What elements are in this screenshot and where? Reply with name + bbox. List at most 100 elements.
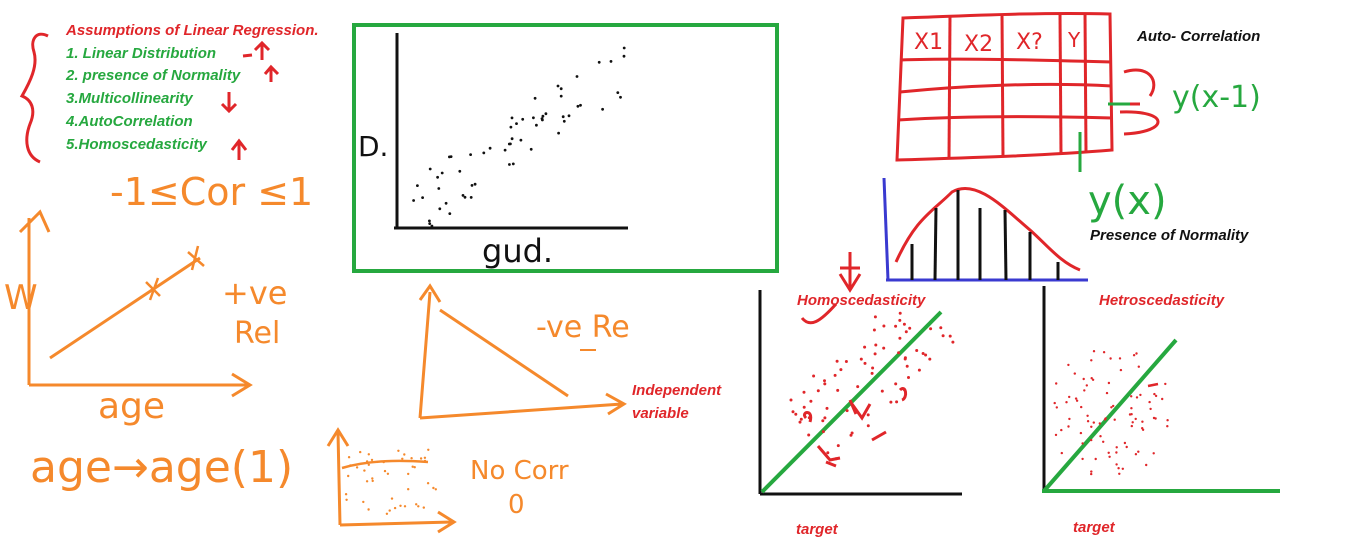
scatter-point xyxy=(622,54,626,58)
homo-point xyxy=(880,389,884,393)
scatter-point xyxy=(533,96,537,100)
nocorr-point xyxy=(376,460,379,464)
autocorr-lag-bracket xyxy=(1112,68,1160,136)
homo-point xyxy=(905,364,909,368)
scatter-point xyxy=(428,167,432,171)
homo-point xyxy=(951,340,955,344)
homo-point xyxy=(882,324,886,328)
homo-point xyxy=(866,413,870,417)
hetro-point xyxy=(1166,419,1169,422)
scatter-point xyxy=(448,155,451,159)
homo-point xyxy=(904,330,908,334)
nocorr-point xyxy=(383,469,387,473)
nocorr-point xyxy=(403,453,406,456)
homo-point xyxy=(835,359,839,363)
homo-point xyxy=(812,374,816,378)
homo-point xyxy=(874,343,878,347)
autocorr-header-x3: X? xyxy=(1016,30,1043,55)
scatter-point xyxy=(416,184,419,188)
hetro-point xyxy=(1164,382,1167,386)
scatter-point xyxy=(509,125,513,129)
homo-point xyxy=(895,400,899,404)
scatter-point xyxy=(440,171,444,175)
hetro-point xyxy=(1082,377,1085,381)
homo-point xyxy=(866,424,870,428)
scatter-point xyxy=(421,196,424,200)
scatter-point xyxy=(616,91,620,94)
homo-point xyxy=(873,352,877,356)
nocorr-point xyxy=(362,500,365,504)
hetro-point xyxy=(1119,368,1123,372)
assumptions-title: Assumptions of Linear Regression. xyxy=(66,22,319,39)
scatter-point xyxy=(503,148,507,152)
nocorr-point xyxy=(411,465,414,468)
autocorr-header-y: Y xyxy=(1068,28,1081,52)
homo-point xyxy=(907,376,910,379)
hetro-point xyxy=(1113,418,1116,421)
hetro-point xyxy=(1060,428,1063,432)
autocorr-current-label: y(x) xyxy=(1088,178,1167,224)
hetro-point xyxy=(1067,363,1070,367)
homo-point xyxy=(898,311,902,315)
hetro-point xyxy=(1121,467,1125,470)
scatter-point xyxy=(469,196,473,199)
neg-corr-trend xyxy=(439,308,569,398)
hetro-point xyxy=(1141,427,1144,430)
hetro-point xyxy=(1053,401,1056,405)
hetro-point xyxy=(1131,421,1134,424)
autocorr-row-line xyxy=(899,57,1113,64)
nocorr-point xyxy=(367,508,370,511)
scatter-point xyxy=(430,224,434,228)
hetro-point xyxy=(1079,431,1083,435)
nocorr-point xyxy=(365,480,369,483)
hetro-point xyxy=(1086,414,1089,417)
homo-point xyxy=(871,366,875,370)
nocorr-point xyxy=(390,497,394,500)
homo-point xyxy=(924,353,928,357)
homo-point xyxy=(929,327,933,331)
hetro-point xyxy=(1115,451,1118,454)
hetro-point xyxy=(1149,407,1152,411)
nocorr-point xyxy=(417,505,420,508)
homo-point xyxy=(823,379,826,383)
nocorr-point xyxy=(403,505,407,508)
cross-mark-icon xyxy=(145,277,161,301)
pos-corr-x-axis xyxy=(29,372,253,398)
homo-point xyxy=(807,433,811,437)
red-check-mark xyxy=(800,303,838,325)
scatter-point xyxy=(463,195,467,199)
homo-point xyxy=(826,451,830,455)
pos-corr-y-axis xyxy=(18,209,51,385)
hetro-point xyxy=(1153,392,1156,396)
nocorr-point xyxy=(426,482,430,485)
hetro-point xyxy=(1098,422,1102,425)
autocorr-row-line xyxy=(899,82,1113,94)
hetro-point xyxy=(1054,433,1058,437)
nocorr-point xyxy=(432,486,435,490)
nocorr-point xyxy=(393,506,397,510)
normality-bars xyxy=(910,190,1060,281)
homo-point xyxy=(794,412,798,416)
homo-point xyxy=(870,371,874,375)
homo-point xyxy=(845,409,849,413)
up-arrow-icon xyxy=(253,40,271,60)
hetro-point xyxy=(1074,397,1078,400)
homo-point xyxy=(798,420,802,424)
scatter-point xyxy=(579,103,582,107)
hetro-point xyxy=(1085,384,1089,387)
scatter-point xyxy=(529,147,533,151)
homo-point xyxy=(821,430,825,434)
hetro-point xyxy=(1092,421,1096,424)
hetro-point xyxy=(1137,450,1140,453)
hetro-point xyxy=(1123,441,1127,445)
hetro-point xyxy=(1102,351,1106,354)
hetro-point xyxy=(1161,397,1164,401)
homo-point xyxy=(825,406,829,410)
nocorr-point xyxy=(371,477,374,480)
hetro-point xyxy=(1117,467,1120,470)
hetro-point xyxy=(1105,391,1109,395)
nocorr-scatter xyxy=(344,448,437,515)
hetro-point xyxy=(1118,357,1122,360)
curly-brace xyxy=(19,32,49,164)
